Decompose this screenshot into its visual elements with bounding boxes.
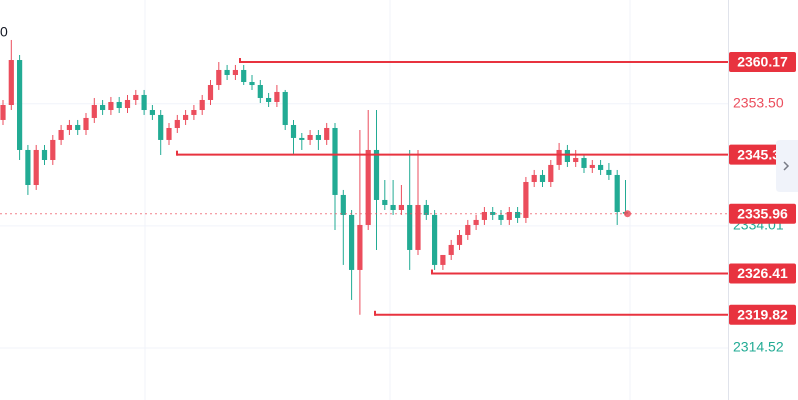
candle-body: [598, 164, 604, 170]
candle-body: [332, 127, 338, 195]
candle-body: [556, 149, 562, 165]
candle-body: [58, 129, 64, 140]
level-label-box: [729, 263, 796, 284]
candle-body: [589, 164, 595, 168]
level-label: 2319.82: [737, 307, 788, 323]
current-price-label: 2335.96: [737, 205, 788, 221]
candle-body: [241, 69, 247, 83]
candle-body: [365, 149, 371, 225]
candle-body: [465, 224, 471, 235]
level-label-box: [729, 304, 796, 325]
candle-body: [606, 169, 612, 175]
candle-body: [174, 119, 180, 128]
candle-body: [415, 204, 421, 250]
candle-body: [448, 244, 454, 255]
candle-body: [199, 99, 205, 111]
candle-body: [315, 135, 321, 140]
y-tick-label: 2353.50: [733, 95, 784, 111]
candle-body: [299, 137, 305, 140]
candle-body: [158, 114, 164, 140]
candle-body: [17, 60, 23, 150]
candle-body: [506, 211, 512, 220]
candle-body: [75, 124, 81, 130]
candle-body: [274, 91, 280, 102]
current-price-label-box: [729, 203, 796, 224]
candle-body: [191, 110, 197, 115]
chevron-icon: [783, 161, 790, 171]
candle-body: [473, 219, 479, 225]
corner-label: 0: [0, 24, 8, 40]
candle-body: [349, 214, 355, 270]
candle-body: [523, 181, 529, 218]
candle-body: [100, 104, 106, 111]
candle-body: [324, 127, 330, 140]
candle-body: [581, 157, 587, 168]
candle-body: [25, 149, 31, 185]
candle-body: [515, 211, 521, 218]
candle-body: [50, 139, 56, 160]
level-label: 2360.17: [737, 54, 788, 70]
candle-body: [498, 214, 504, 220]
candle-body: [373, 149, 380, 200]
candle-body: [382, 199, 388, 205]
candle-body: [66, 124, 72, 130]
candle-body: [141, 94, 147, 111]
candle-body: [456, 234, 463, 245]
candle-body: [398, 204, 404, 210]
candle-body: [564, 149, 570, 163]
candle-body: [407, 204, 413, 250]
candle-body: [539, 174, 546, 182]
candle-body: [224, 69, 230, 75]
candle-body: [0, 104, 6, 120]
candle-body: [83, 117, 89, 130]
candle-body: [490, 211, 496, 215]
candle-body: [183, 114, 189, 120]
candle-body: [390, 204, 396, 210]
level-label: 2326.41: [737, 265, 788, 281]
candle-body: [266, 97, 272, 102]
candle-body: [357, 224, 363, 270]
candle-body: [307, 135, 313, 140]
candle-body: [149, 110, 155, 115]
candle-body: [440, 254, 446, 265]
candle-body: [257, 85, 263, 98]
candle-body: [8, 60, 14, 105]
candle-body: [614, 174, 620, 212]
level-label-box: [729, 52, 796, 73]
candle-body: [548, 164, 554, 182]
candle-body: [41, 149, 48, 160]
y-tick-label: 2314.52: [733, 339, 784, 355]
candle-body: [91, 104, 97, 118]
candle-body: [282, 91, 288, 125]
candle-body: [232, 69, 238, 75]
candle-body: [108, 101, 114, 111]
candle-body: [573, 157, 579, 163]
candle-body: [124, 99, 131, 109]
current-price-dot: [624, 210, 631, 218]
candle-body: [432, 214, 438, 265]
candle-body: [423, 204, 429, 215]
level-label: 2345.38: [737, 146, 788, 162]
candle-body: [481, 211, 487, 220]
candle-body: [133, 94, 139, 100]
candle-body: [531, 174, 537, 182]
candle-body: [33, 149, 39, 185]
candle-body: [340, 194, 346, 215]
candle-body: [166, 127, 172, 140]
candle-body: [290, 124, 297, 138]
candle-body: [216, 69, 222, 86]
candle-body: [207, 85, 214, 100]
candle-body: [116, 101, 122, 109]
candle-body: [249, 82, 255, 86]
